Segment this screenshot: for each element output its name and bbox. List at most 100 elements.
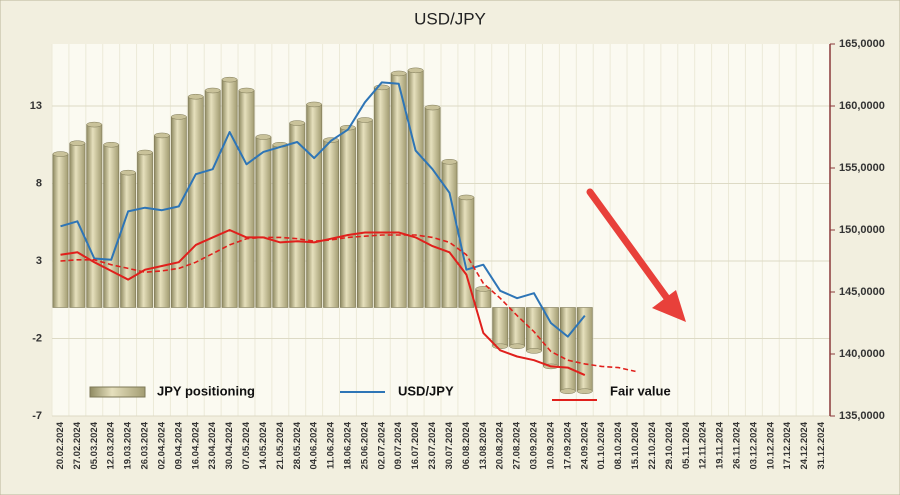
y-tick-label: 3 [36, 255, 42, 267]
x-tick-label: 02.04.2024 [156, 421, 167, 469]
bar [306, 104, 323, 308]
x-tick-label: 03.12.2024 [748, 421, 759, 469]
bar-cap [509, 343, 525, 349]
x-tick-label: 30.04.2024 [224, 421, 235, 469]
bar-cap [170, 114, 187, 120]
x-tick-label: 09.07.2024 [393, 421, 404, 469]
bar [356, 119, 373, 308]
x-tick-label: 05.11.2024 [681, 421, 692, 469]
x-tick-label: 04.06.2024 [309, 421, 320, 469]
bar-cap [526, 348, 542, 354]
y2-tick-label: 135,0000 [839, 410, 885, 422]
x-tick-label: 17.12.2024 [782, 421, 793, 469]
x-tick-label: 28.05.2024 [292, 421, 303, 469]
y2-tick-label: 140,0000 [839, 348, 885, 360]
arrow [586, 188, 676, 309]
legend-label: Fair value [610, 383, 671, 398]
bar-cap [576, 388, 593, 394]
bar-cap [69, 140, 86, 146]
bar [187, 96, 204, 308]
bar-cap [221, 76, 238, 83]
bar [69, 142, 86, 308]
bar-cap [407, 67, 424, 74]
x-tick-label: 29.10.2024 [664, 421, 675, 469]
x-tick-label: 24.12.2024 [799, 421, 810, 469]
x-tick-label: 20.08.2024 [495, 421, 506, 469]
bar [289, 122, 306, 308]
x-tick-label: 06.08.2024 [461, 421, 472, 469]
plot: -7 -2 3 8 13 135,0000 140,0000 145,0000 150,0000… [30, 38, 885, 470]
x-tick-label: 18.06.2024 [342, 421, 353, 469]
bar [137, 152, 153, 308]
x-tick-label: 27.08.2024 [512, 421, 523, 469]
bar-cap [424, 104, 441, 111]
bar [509, 307, 526, 347]
bar-cap [238, 87, 255, 94]
bar [526, 307, 542, 352]
bar [120, 172, 137, 308]
y-tick-label: -7 [32, 410, 42, 422]
bar [475, 288, 492, 308]
x-tick-label: 19.03.2024 [123, 421, 134, 469]
y-tick-label: -2 [32, 332, 42, 344]
x-tick-label: 10.09.2024 [545, 421, 556, 469]
x-tick-label: 20.02.2024 [55, 421, 66, 469]
bar [170, 116, 187, 308]
bar-cap [390, 70, 407, 77]
x-tick-label: 16.04.2024 [190, 421, 201, 469]
bar-cap [103, 142, 120, 148]
y-tick-label: 8 [36, 177, 42, 189]
x-tick-label: 27.02.2024 [72, 421, 83, 469]
bar [204, 90, 221, 308]
bar [272, 144, 289, 308]
bar [154, 135, 170, 308]
x-tick-label: 26.11.2024 [731, 421, 742, 469]
x-tick-label: 24.09.2024 [579, 421, 590, 469]
x-tick-label: 05.03.2024 [89, 421, 100, 469]
bar-cap [255, 134, 272, 140]
bar-cap [120, 169, 136, 176]
x-tick-label: 23.04.2024 [207, 421, 218, 469]
x-tick-label: 23.07.2024 [427, 421, 438, 469]
bar [52, 153, 69, 308]
x-tick-label: 31.12.2024 [816, 421, 827, 469]
bar [407, 70, 424, 308]
bar [373, 87, 390, 308]
bar-cap [441, 159, 458, 165]
x-tick-label: 22.10.2024 [647, 421, 658, 469]
y2-tick-label: 145,0000 [839, 286, 885, 298]
bar [576, 307, 593, 392]
bar [559, 307, 576, 392]
bar-cap [86, 121, 103, 128]
x-tick-label: 03.09.2024 [529, 421, 540, 469]
line [60, 229, 586, 377]
bar-cap [289, 120, 306, 126]
bar [340, 127, 356, 308]
x-tick-label: 16.07.2024 [410, 421, 421, 469]
bar-cap [458, 194, 475, 201]
legend-label: USD/JPY [398, 383, 454, 398]
bar [238, 90, 255, 308]
y2-tick-label: 165,0000 [839, 38, 885, 50]
x-tick-label: 21.05.2024 [275, 421, 286, 469]
x-tick-label: 15.10.2024 [630, 421, 641, 469]
line [60, 81, 586, 338]
x-tick-label: 12.03.2024 [106, 421, 117, 469]
x-tick-label: 12.11.2024 [698, 421, 709, 469]
chart-title: USD/JPY [414, 9, 486, 28]
x-tick-label: 11.06.2024 [326, 421, 337, 469]
x-tick-label: 01.10.2024 [596, 421, 607, 469]
bar-cap [52, 151, 69, 157]
y2-tick-label: 160,0000 [839, 100, 885, 112]
bar [103, 144, 120, 308]
x-tick-label: 26.03.2024 [140, 421, 151, 469]
x-tick-label: 07.05.2024 [241, 421, 252, 469]
y2-tick-label: 150,0000 [839, 224, 885, 236]
bar-cap [187, 93, 204, 100]
y2-tick-label: 155,0000 [839, 162, 885, 174]
bar [492, 307, 509, 347]
bar-cap [559, 388, 576, 394]
bar-cap [306, 101, 323, 108]
x-tick-label: 17.09.2024 [562, 421, 573, 469]
